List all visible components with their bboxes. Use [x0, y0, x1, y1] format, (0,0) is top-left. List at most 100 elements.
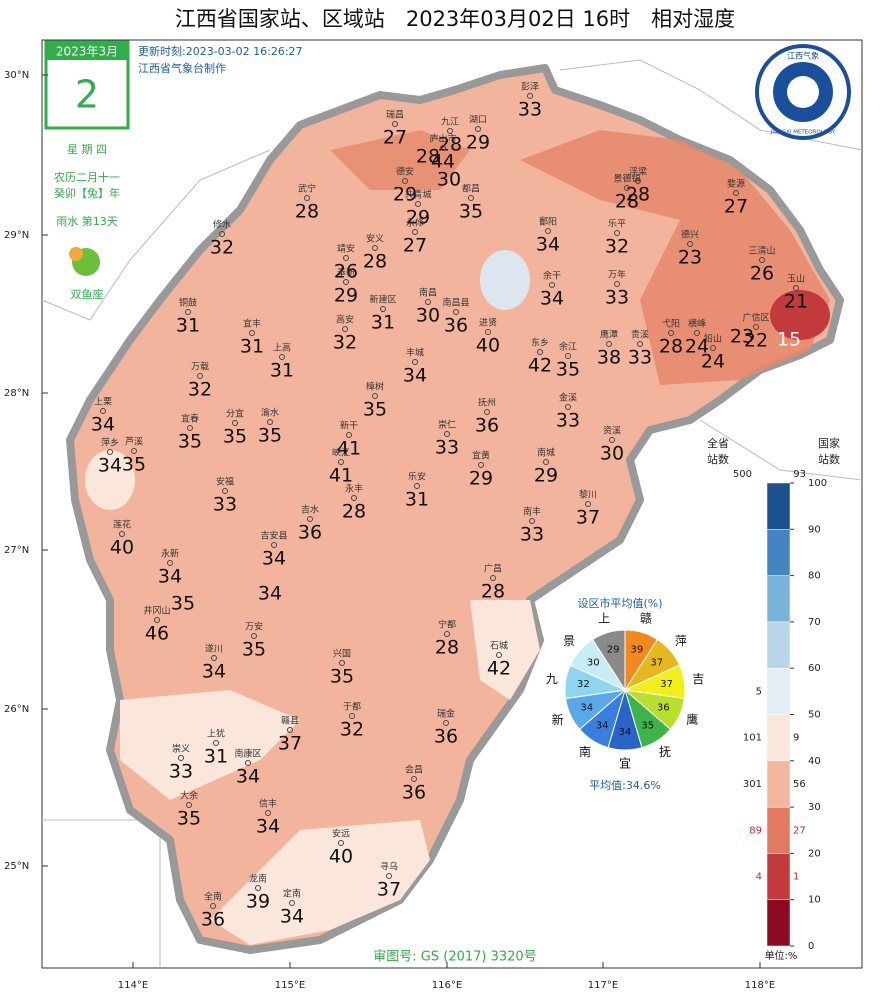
- station-marker: [543, 459, 549, 465]
- station-name: 石城: [490, 641, 508, 652]
- station-marker: [245, 760, 251, 766]
- station-marker: [339, 660, 345, 666]
- station-name: 宜黄: [472, 450, 490, 462]
- station-marker: [107, 449, 113, 455]
- station-value: 28: [342, 501, 366, 523]
- station-name: 共青城: [404, 189, 431, 201]
- colorbar-label: 40: [808, 756, 821, 767]
- station-name: 万安: [245, 621, 263, 633]
- station-value: 42: [528, 355, 552, 377]
- station-name: 鹰潭: [600, 329, 618, 341]
- station-value: 28: [659, 336, 683, 358]
- national-count: 9: [793, 733, 799, 744]
- legend-header: 国家: [818, 436, 840, 450]
- station-value: 31: [204, 746, 228, 768]
- station-marker: [710, 345, 716, 351]
- station-name: 永修: [406, 217, 424, 229]
- station-name: 寻乌: [380, 861, 398, 873]
- station-value: 29: [534, 465, 558, 487]
- station-marker: [484, 409, 490, 415]
- province-count: 101: [743, 733, 762, 744]
- station-value: 26: [750, 263, 774, 285]
- station-marker: [338, 459, 344, 465]
- pie-value: 34: [619, 727, 632, 738]
- pie-value: 39: [630, 645, 643, 656]
- province-count: 5: [756, 686, 762, 697]
- station-name: 南康区: [234, 748, 261, 760]
- very-dry-zone: [770, 290, 830, 340]
- station-marker: [412, 229, 418, 235]
- legend-header: 全省: [707, 436, 729, 450]
- station-value: 41: [337, 438, 361, 460]
- station-marker: [119, 531, 125, 537]
- station-name: 萍乡: [101, 438, 119, 449]
- station-value: 44: [431, 151, 455, 173]
- station-value: 36: [444, 315, 468, 337]
- station-marker: [614, 281, 620, 287]
- station-name: 鄱阳: [539, 217, 557, 228]
- logo-name: 江西气象: [787, 51, 819, 61]
- lon-label: 114°E: [118, 980, 148, 991]
- station-value: 32: [333, 332, 357, 354]
- station-value: 36: [434, 726, 458, 748]
- station-marker: [475, 126, 481, 132]
- station-marker: [415, 201, 421, 207]
- pie-city: 吉: [692, 672, 704, 686]
- station-name: 都昌: [462, 184, 480, 195]
- station-value: 35: [242, 639, 266, 661]
- dry-zone: [330, 130, 470, 190]
- calendar-header: [46, 42, 128, 60]
- producer: 江西省气象台制作: [138, 61, 226, 75]
- station-marker: [219, 231, 225, 237]
- station-value: 33: [605, 287, 629, 309]
- station-name: 铅山: [704, 333, 722, 345]
- station-value: 28: [416, 146, 440, 168]
- station-marker: [527, 93, 533, 99]
- station-name: 武宁: [298, 183, 316, 195]
- colorbar-bin: [766, 853, 791, 900]
- pie-value: 37: [650, 657, 663, 668]
- station-value: 33: [213, 494, 237, 516]
- station-value: 15: [777, 329, 801, 351]
- station-value: 33: [435, 437, 459, 459]
- station-value: 23: [730, 326, 754, 348]
- calendar-day: 2: [75, 73, 99, 117]
- station-name: 安义: [366, 233, 384, 245]
- station-name: 于都: [343, 702, 361, 713]
- colorbar-label: 20: [808, 848, 821, 859]
- boundary: [41, 149, 271, 321]
- station-value: 34: [280, 906, 304, 928]
- pie-value: 30: [587, 657, 600, 668]
- station-name: 井冈山: [143, 605, 170, 617]
- station-marker: [490, 575, 496, 581]
- station-value: 40: [476, 335, 500, 357]
- colorbar-bin: [766, 529, 791, 576]
- station-marker: [307, 516, 313, 522]
- station-name: 浮梁: [629, 166, 647, 178]
- pie-city: 抚: [659, 745, 671, 759]
- station-name: 广信区: [742, 312, 769, 324]
- station-marker: [287, 727, 293, 733]
- station-value: 36: [475, 415, 499, 437]
- station-name: 宁都: [438, 619, 456, 631]
- boundary: [699, 419, 863, 481]
- station-marker: [343, 255, 349, 261]
- lon-label: 117°E: [588, 980, 618, 991]
- lat-label: 26°N: [4, 704, 29, 715]
- station-value: 28: [295, 201, 319, 223]
- station-name: 弋阳: [662, 318, 680, 330]
- station-value: 34: [236, 766, 260, 788]
- pie-slice: [569, 638, 627, 692]
- station-marker: [187, 425, 193, 431]
- colorbar-bin: [766, 482, 791, 530]
- station-marker: [733, 190, 739, 196]
- station-value: 35: [171, 593, 195, 615]
- pie-average: 平均值:34.6%: [589, 779, 661, 792]
- station-marker: [279, 354, 285, 360]
- station-marker: [213, 740, 219, 746]
- station-value: 28: [363, 251, 387, 273]
- station-value: 28: [481, 581, 505, 603]
- station-value: 33: [628, 347, 652, 369]
- station-name: 安福: [216, 476, 234, 488]
- station-value: 37: [278, 733, 302, 755]
